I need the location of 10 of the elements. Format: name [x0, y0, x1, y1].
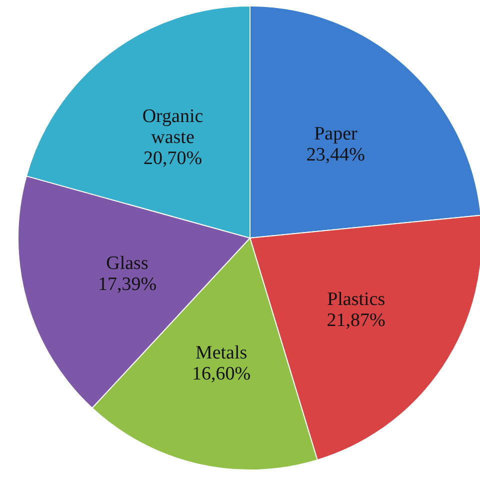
data-label: 20,70% — [143, 148, 202, 170]
data-label: 21,87% — [326, 310, 386, 332]
data-label: 16,60% — [192, 363, 251, 384]
slice-label: Plastics — [327, 289, 386, 310]
data-label: 17,39% — [98, 274, 157, 295]
data-label: 23,44% — [306, 144, 366, 166]
slice-label: Paper — [314, 124, 358, 145]
slice-label: Metals — [195, 342, 248, 364]
slice-label: Organic waste — [142, 106, 204, 148]
slice-label: Glass — [106, 252, 148, 274]
